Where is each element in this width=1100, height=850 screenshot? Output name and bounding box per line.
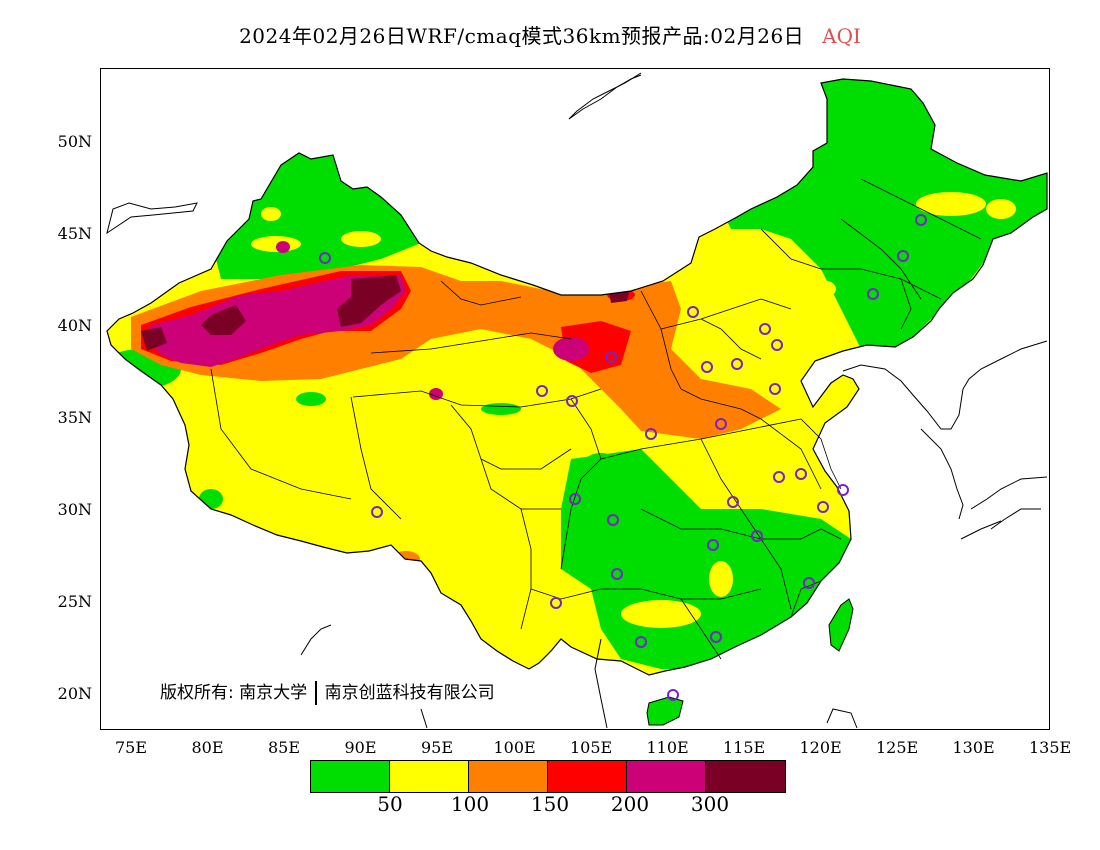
- title-main: 2024年02月26日WRF/cmaq模式36km预报产品:02月26日: [239, 24, 805, 48]
- y-tick-label: 25N: [57, 592, 92, 611]
- separator: [315, 681, 317, 705]
- copyright-prefix: 版权所有:: [160, 683, 234, 703]
- colorbar-swatch: [390, 761, 469, 792]
- x-tick-label: 125E: [876, 738, 919, 757]
- colorbar-swatch: [469, 761, 548, 792]
- x-tick-label: 115E: [723, 738, 766, 757]
- x-tick-label: 110E: [646, 738, 689, 757]
- x-tick-label: 80E: [191, 738, 224, 757]
- map-frame: [100, 68, 1050, 730]
- x-tick-label: 85E: [267, 738, 301, 757]
- colorbar-swatch: [548, 761, 627, 792]
- colorbar-tick-label: 100: [450, 792, 490, 816]
- chart-title: 2024年02月26日WRF/cmaq模式36km预报产品:02月26日 AQI: [0, 20, 1100, 49]
- copyright-org2: 南京创蓝科技有限公司: [324, 683, 495, 703]
- x-tick-label: 135E: [1029, 738, 1072, 757]
- x-tick-label: 130E: [952, 738, 995, 757]
- colorbar-tick-label: 300: [690, 792, 730, 816]
- y-tick-label: 35N: [57, 408, 92, 427]
- colorbar-swatch: [627, 761, 706, 792]
- colorbar: [310, 760, 786, 793]
- x-tick-label: 75E: [114, 738, 148, 757]
- colorbar-tick-label: 200: [610, 792, 650, 816]
- x-tick-label: 105E: [570, 738, 613, 757]
- y-tick-label: 30N: [57, 500, 92, 519]
- y-tick-label: 50N: [57, 132, 92, 151]
- title-variable: AQI: [822, 24, 861, 48]
- copyright-org1: 南京大学: [239, 683, 308, 703]
- y-tick-label: 20N: [57, 684, 92, 703]
- colorbar-tick-label: 50: [377, 792, 403, 816]
- aqi-map: [106, 72, 1048, 728]
- colorbar-swatch: [311, 761, 390, 792]
- x-tick-label: 90E: [344, 738, 377, 757]
- x-tick-label: 100E: [493, 738, 536, 757]
- colorbar-tick-label: 150: [530, 792, 570, 816]
- copyright-text: 版权所有: 南京大学 南京创蓝科技有限公司: [160, 678, 495, 705]
- x-tick-label: 95E: [420, 738, 454, 757]
- y-tick-label: 45N: [57, 224, 92, 243]
- y-tick-label: 40N: [57, 316, 92, 335]
- x-tick-label: 120E: [799, 738, 842, 757]
- colorbar-swatch: [706, 761, 785, 792]
